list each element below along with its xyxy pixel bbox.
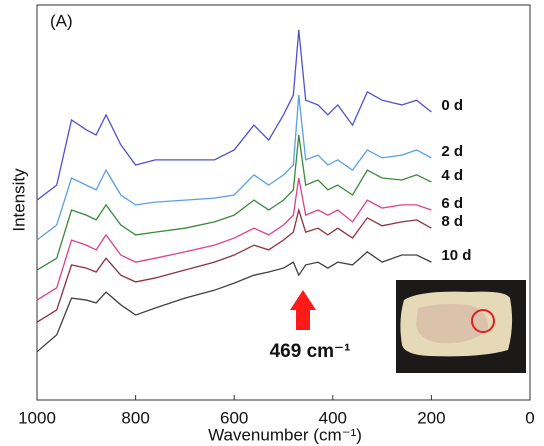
x-tick-label: 0	[525, 408, 534, 427]
series-label: 8 d	[441, 213, 463, 230]
spectrum-line	[36, 29, 432, 201]
spectrum-line	[36, 177, 432, 301]
spectrum-line	[36, 134, 432, 271]
y-axis-label: Intensity	[9, 168, 28, 232]
spectrum-line	[36, 94, 432, 241]
spectrum-line	[36, 207, 432, 323]
series-label: 4 d	[441, 167, 463, 184]
x-axis-label: Wavenumber (cm⁻¹)	[208, 425, 362, 444]
series-label: 10 d	[441, 247, 471, 264]
inset-photo	[396, 280, 526, 373]
panel-label: (A)	[50, 11, 73, 30]
x-tick-label: 1000	[18, 408, 56, 427]
peak-arrow	[290, 290, 316, 330]
plot-frame	[36, 4, 531, 401]
series-label: 6 d	[441, 195, 463, 212]
x-tick-label: 400	[319, 408, 347, 427]
series-label: 2 d	[441, 143, 463, 160]
spectrum-line	[36, 251, 432, 353]
x-tick-label: 200	[417, 408, 445, 427]
peak-annotation: 469 cm⁻¹	[270, 341, 351, 362]
x-tick-label: 600	[220, 408, 248, 427]
series-label: 0 d	[441, 97, 463, 114]
x-tick-label: 800	[121, 408, 149, 427]
